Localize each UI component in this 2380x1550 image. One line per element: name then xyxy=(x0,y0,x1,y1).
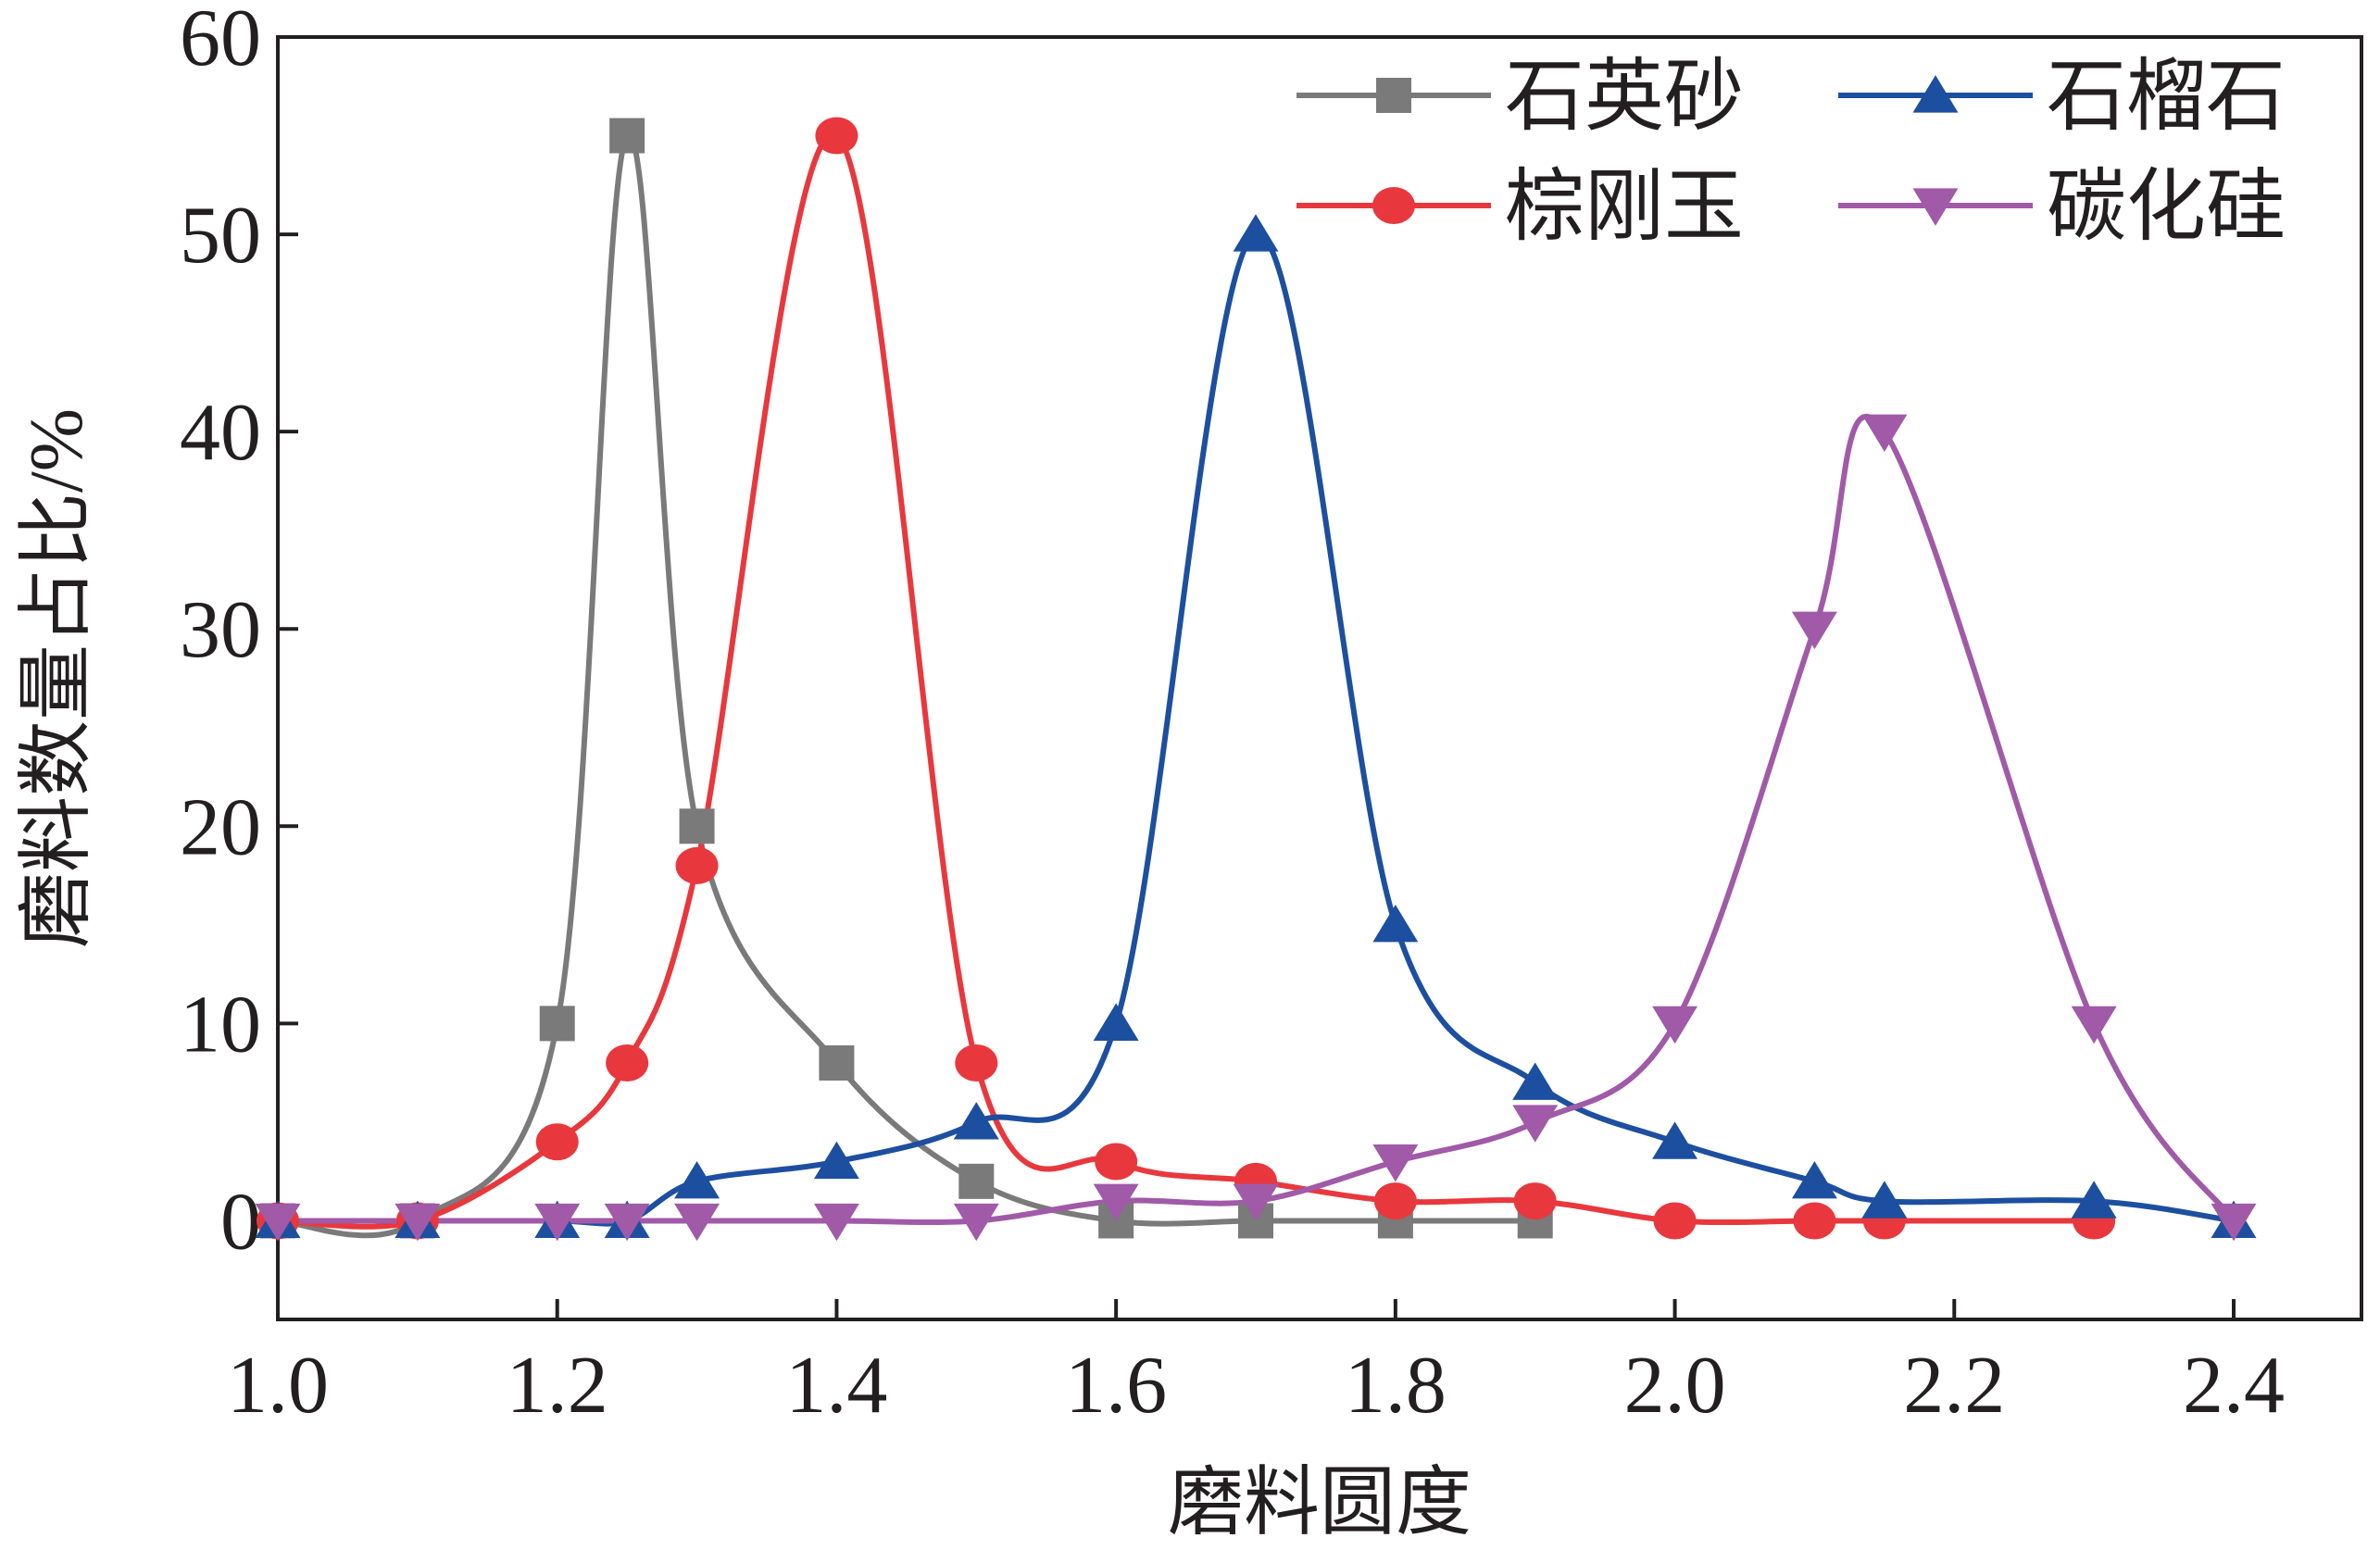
data-point xyxy=(1652,1006,1698,1044)
series-line xyxy=(278,231,2235,1227)
y-tick-label: 40 xyxy=(180,388,261,478)
data-point xyxy=(539,1006,575,1042)
data-point xyxy=(1372,904,1419,943)
plot-frame xyxy=(276,35,2363,1321)
data-point xyxy=(1791,1160,1837,1199)
legend-label: 石英砂 xyxy=(1505,52,1744,141)
data-point xyxy=(813,1203,859,1242)
x-tick-label: 1.6 xyxy=(1065,1341,1167,1431)
data-point xyxy=(953,1102,999,1140)
legend-marker xyxy=(1372,187,1415,224)
y-tick-label: 30 xyxy=(180,585,261,675)
x-tick-label: 2.0 xyxy=(1624,1341,1726,1431)
y-tick-label: 50 xyxy=(180,191,261,281)
data-point xyxy=(1373,1182,1417,1220)
y-tick-label: 10 xyxy=(180,980,261,1069)
data-point xyxy=(679,808,715,844)
legend-label: 碳化硅 xyxy=(2047,162,2286,251)
x-axis-title: 磨料圆度 xyxy=(1168,1460,1472,1544)
data-point xyxy=(1093,1003,1139,1041)
y-tick-label: 0 xyxy=(220,1177,261,1267)
legend-marker xyxy=(1376,78,1411,113)
data-point xyxy=(1372,1144,1419,1182)
data-point xyxy=(674,1203,720,1242)
data-point xyxy=(609,118,645,154)
data-point xyxy=(1512,1062,1559,1100)
x-tick-label: 1.4 xyxy=(785,1341,887,1431)
plot-border xyxy=(276,35,2363,1321)
data-point xyxy=(1791,611,1837,650)
x-tick-label: 2.2 xyxy=(1903,1341,2005,1431)
x-tick-label: 1.8 xyxy=(1345,1341,1447,1431)
data-point xyxy=(2211,1203,2257,1242)
data-point xyxy=(1512,1105,1559,1143)
series-markers xyxy=(255,117,2257,1242)
axis-ticks: 1.0 1.2 1.4 1.6 1.8 2.0 2.2 2.4 0 10 20 30 40 50 60 xyxy=(180,0,2285,1431)
data-point xyxy=(1652,1121,1698,1159)
legend-label: 棕刚玉 xyxy=(1505,162,1744,251)
series-line xyxy=(277,131,1535,1239)
data-point xyxy=(255,1203,301,1242)
data-point xyxy=(1095,1143,1138,1181)
legend-marker xyxy=(1912,75,1959,113)
data-point xyxy=(1861,414,1908,453)
data-point xyxy=(1093,1183,1139,1222)
data-point xyxy=(1233,214,1279,252)
data-point xyxy=(815,117,858,155)
legend-marker xyxy=(1912,188,1959,226)
data-point xyxy=(1793,1202,1836,1240)
y-tick-label: 60 xyxy=(180,0,261,83)
data-point xyxy=(1233,1183,1279,1222)
data-point xyxy=(953,1203,999,1242)
data-point xyxy=(606,1044,649,1081)
y-axis-title: 磨料数量占比/% xyxy=(14,408,98,948)
data-point xyxy=(535,1123,579,1161)
x-tick-label: 1.0 xyxy=(227,1341,329,1431)
data-point xyxy=(2071,1006,2117,1044)
data-point xyxy=(958,1163,995,1199)
data-point xyxy=(2071,1181,2117,1219)
data-point xyxy=(1861,1181,1908,1219)
data-point xyxy=(675,846,719,884)
data-point xyxy=(1513,1182,1557,1220)
x-tick-label: 2.4 xyxy=(2183,1341,2285,1431)
y-tick-label: 20 xyxy=(180,782,261,872)
data-point xyxy=(534,1203,581,1242)
legend-label: 石榴石 xyxy=(2047,52,2286,141)
series-line xyxy=(278,413,2236,1226)
data-point xyxy=(819,1045,855,1081)
data-point xyxy=(813,1141,859,1180)
x-tick-label: 1.2 xyxy=(507,1341,608,1431)
series-lines xyxy=(277,131,2236,1239)
data-point xyxy=(1653,1202,1697,1240)
data-point xyxy=(955,1044,998,1081)
data-point xyxy=(674,1160,720,1199)
data-point xyxy=(395,1203,441,1242)
data-point xyxy=(604,1203,650,1242)
